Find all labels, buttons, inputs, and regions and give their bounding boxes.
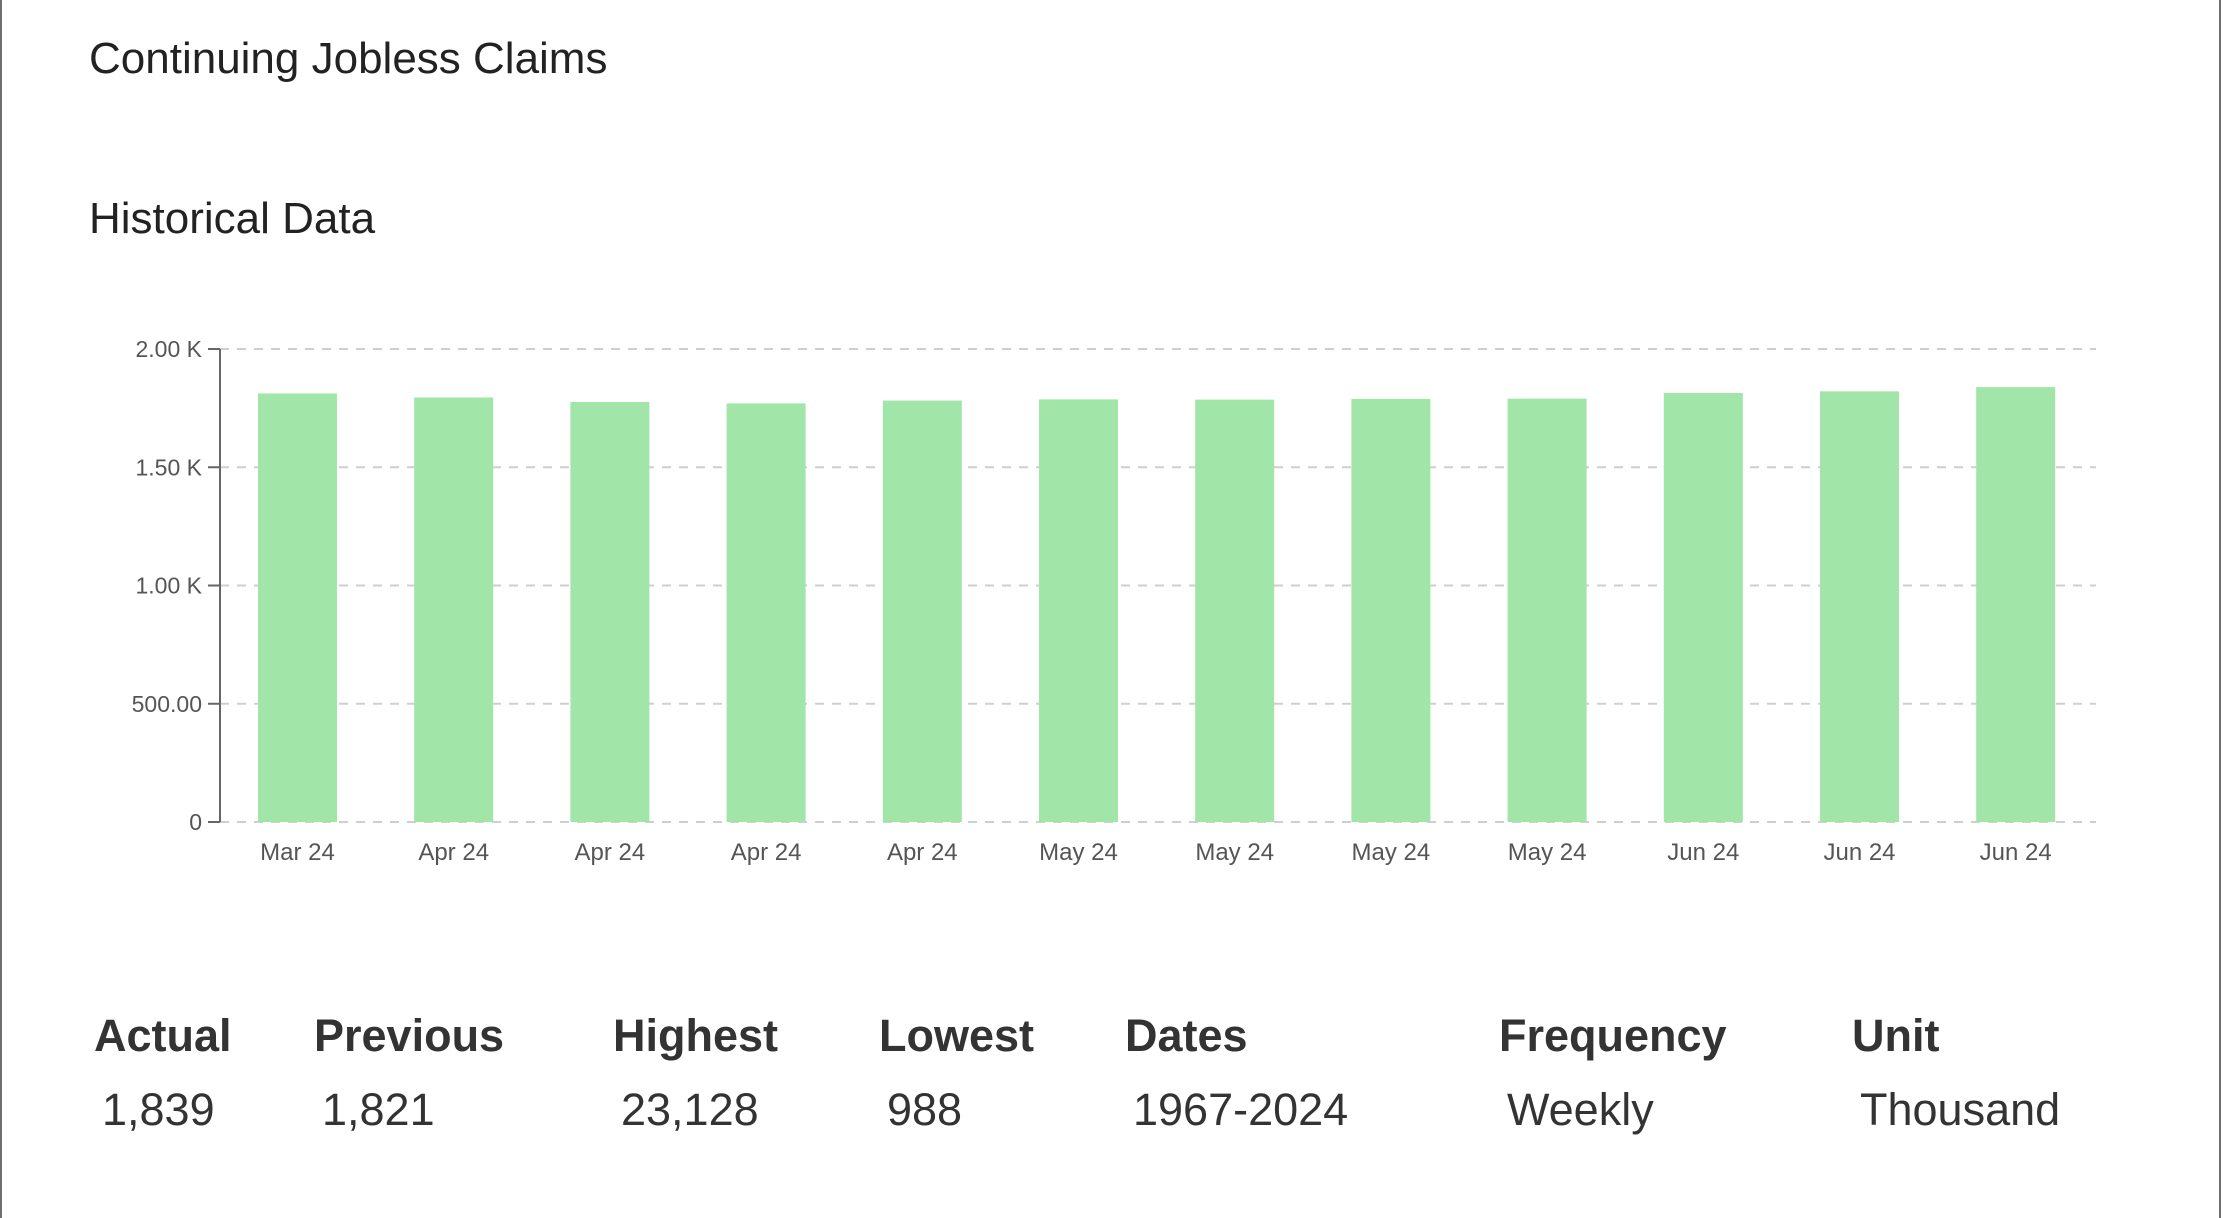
stat-label-previous: Previous (314, 1010, 505, 1061)
y-tick-label: 2.00 K (136, 336, 203, 362)
stat-unit: Unit Thousand (1852, 1010, 2060, 1136)
x-tick-label: May 24 (1352, 839, 1431, 866)
section-title: Historical Data (89, 194, 376, 243)
x-tick-label: Jun 24 (1667, 839, 1739, 866)
page-title: Continuing Jobless Claims (89, 34, 608, 83)
bar (1195, 399, 1275, 822)
bar (726, 403, 806, 822)
stat-label-highest: Highest (613, 1010, 779, 1061)
x-tick-label: Mar 24 (260, 839, 335, 866)
bar (570, 401, 650, 822)
x-tick-label: Apr 24 (575, 839, 646, 866)
stat-dates: Dates 1967-2024 (1125, 1010, 1348, 1136)
x-tick-label: Apr 24 (887, 839, 958, 866)
stat-highest: Highest 23,128 (613, 1010, 778, 1136)
bar (414, 397, 494, 822)
bar (1351, 398, 1431, 822)
bar (1820, 391, 1899, 822)
x-tick-label: Apr 24 (418, 839, 489, 866)
bar (1039, 399, 1118, 822)
stat-actual: Actual 1,839 (94, 1010, 232, 1136)
stat-frequency: Frequency Weekly (1499, 1010, 1727, 1136)
stat-value-frequency: Weekly (1507, 1084, 1654, 1135)
bar (258, 393, 337, 822)
x-tick-label: May 24 (1508, 839, 1587, 866)
bar (1976, 387, 2056, 822)
x-tick-label: Jun 24 (1980, 839, 2052, 866)
x-tick-label: Jun 24 (1823, 839, 1895, 866)
y-tick-label: 0 (189, 809, 202, 835)
bar (1507, 398, 1587, 822)
stat-value-unit: Thousand (1860, 1084, 2061, 1135)
bar (1663, 392, 1743, 822)
x-tick-label: Apr 24 (731, 839, 802, 866)
stat-value-actual: 1,839 (102, 1084, 215, 1135)
stat-value-highest: 23,128 (621, 1084, 759, 1135)
x-tick-label: May 24 (1039, 839, 1118, 866)
stat-value-dates: 1967-2024 (1133, 1084, 1349, 1135)
bar-chart: 0 500.00 1.00 K 1.50 K 2.00 K Mar 24 Apr 24 Apr… (132, 336, 2096, 866)
y-tick-label: 1.50 K (136, 454, 203, 480)
bar (882, 400, 962, 822)
stat-label-lowest: Lowest (879, 1010, 1035, 1061)
stat-value-lowest: 988 (887, 1084, 963, 1135)
x-tick-label: May 24 (1195, 839, 1274, 866)
stat-previous: Previous 1,821 (314, 1010, 504, 1136)
stat-label-dates: Dates (1125, 1010, 1248, 1061)
stat-label-frequency: Frequency (1499, 1010, 1727, 1061)
y-tick-label: 500.00 (132, 691, 202, 717)
stat-lowest: Lowest 988 (879, 1010, 1034, 1136)
stat-label-actual: Actual (94, 1010, 232, 1061)
y-tick-label: 1.00 K (136, 573, 203, 599)
stat-value-previous: 1,821 (322, 1084, 435, 1135)
stat-label-unit: Unit (1852, 1010, 1940, 1061)
